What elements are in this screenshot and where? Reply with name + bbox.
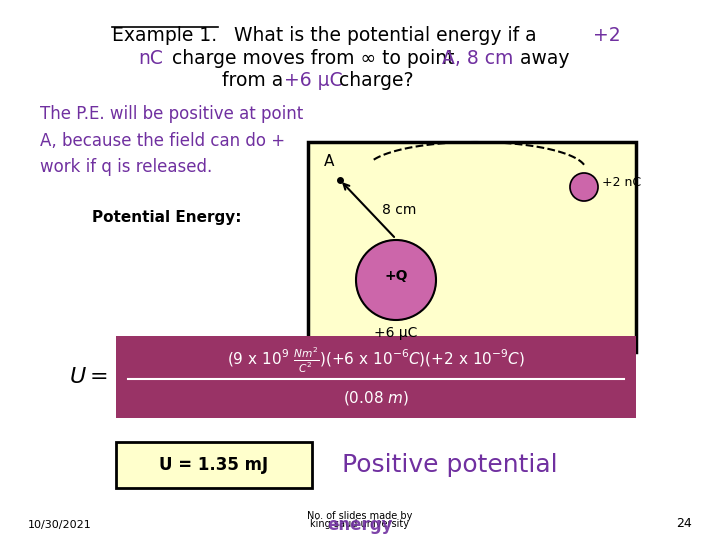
- Text: from a: from a: [222, 71, 289, 90]
- Text: +2: +2: [593, 26, 621, 45]
- Text: charge moves from ∞ to point: charge moves from ∞ to point: [166, 49, 460, 68]
- Text: 24: 24: [676, 517, 692, 530]
- Text: A: A: [324, 154, 334, 169]
- Text: $(9\ \mathregular{x}\ 10^{9}\ \frac{Nm^2}{C^2})(+6\ \mathregular{x}\ 10^{-6}C)(+: $(9\ \mathregular{x}\ 10^{9}\ \frac{Nm^2…: [227, 346, 525, 375]
- Circle shape: [570, 173, 598, 201]
- Text: +2 nC: +2 nC: [602, 177, 641, 190]
- Text: U = 1.35 mJ: U = 1.35 mJ: [159, 456, 269, 474]
- Text: +6 μC: +6 μC: [374, 326, 418, 340]
- Text: king saud university: king saud university: [310, 519, 410, 529]
- Text: $(0.08\ m)$: $(0.08\ m)$: [343, 389, 409, 407]
- Text: No. of slides made by: No. of slides made by: [307, 511, 413, 521]
- Text: +Q: +Q: [384, 269, 408, 283]
- Text: 8 cm: 8 cm: [382, 202, 416, 217]
- Text: energy: energy: [328, 516, 392, 534]
- Text: What is the potential energy if a: What is the potential energy if a: [222, 26, 542, 45]
- Text: 10/30/2021: 10/30/2021: [28, 520, 91, 530]
- Text: Potential Energy:: Potential Energy:: [92, 210, 242, 225]
- Text: The P.E. will be positive at point
A, because the field can do +
work if q is re: The P.E. will be positive at point A, be…: [40, 105, 303, 176]
- FancyBboxPatch shape: [116, 336, 636, 418]
- FancyBboxPatch shape: [308, 142, 636, 352]
- FancyBboxPatch shape: [116, 442, 312, 488]
- Text: A, 8 cm: A, 8 cm: [442, 49, 513, 68]
- Text: $U =$: $U =$: [69, 367, 108, 387]
- Text: Example 1.: Example 1.: [112, 26, 217, 45]
- Text: Positive potential: Positive potential: [342, 453, 558, 477]
- Text: nC: nC: [138, 49, 163, 68]
- Text: away: away: [514, 49, 570, 68]
- Text: +6 μC: +6 μC: [284, 71, 343, 90]
- Text: charge?: charge?: [333, 71, 413, 90]
- Circle shape: [356, 240, 436, 320]
